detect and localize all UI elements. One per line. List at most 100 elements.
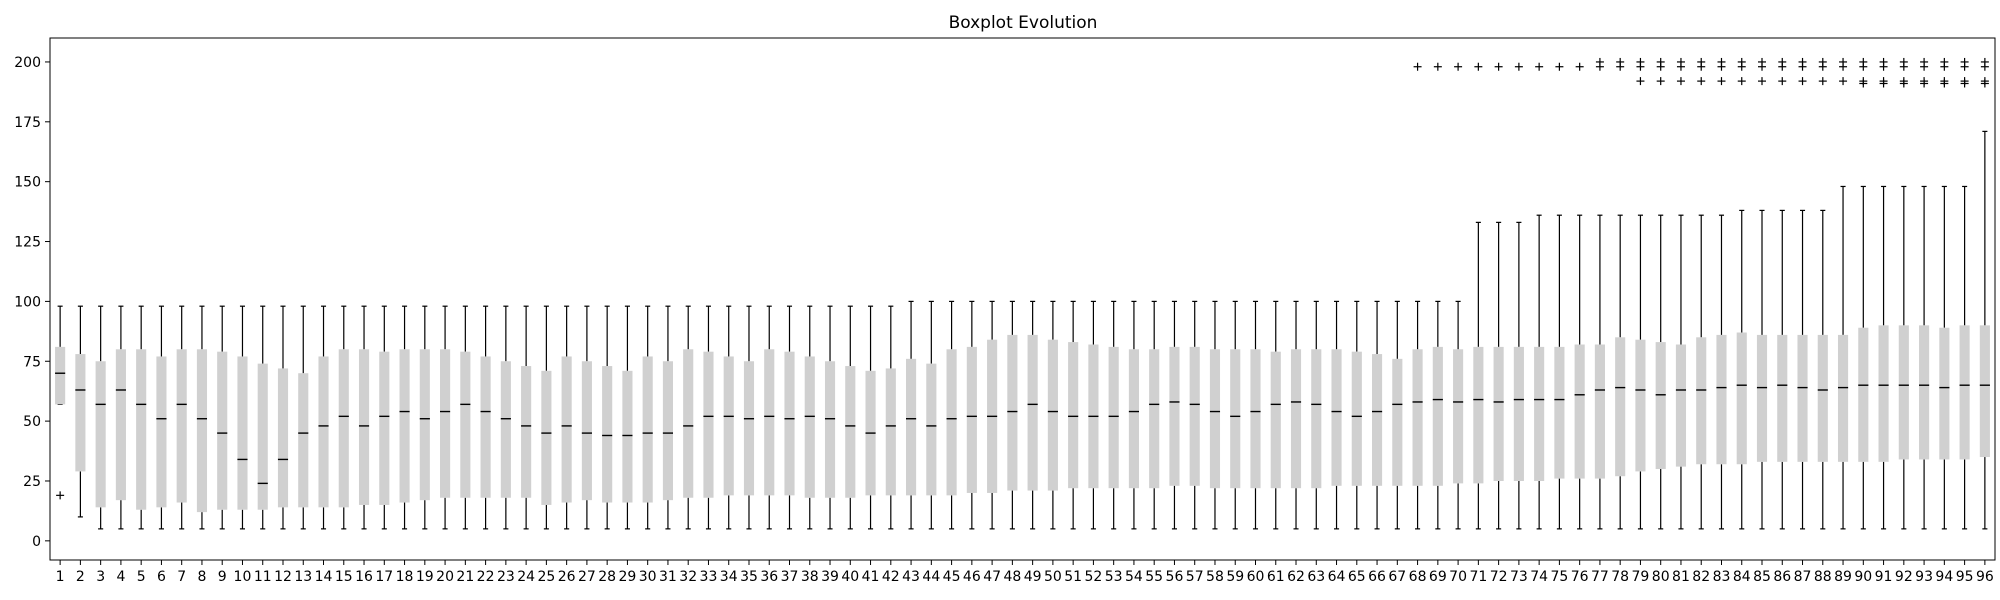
flier	[1535, 62, 1544, 71]
x-tick-label: 73	[1510, 569, 1528, 585]
box	[298, 373, 309, 508]
x-tick-label: 69	[1429, 569, 1447, 585]
box	[824, 361, 836, 498]
box	[1169, 346, 1180, 486]
box	[1534, 346, 1545, 481]
flier	[1899, 77, 1908, 86]
box	[1817, 334, 1828, 462]
box	[1574, 344, 1585, 479]
x-tick-label: 27	[578, 569, 596, 585]
box	[1493, 346, 1504, 481]
x-tick-label: 3	[96, 569, 105, 585]
x-tick-label: 2	[76, 569, 85, 585]
box	[743, 361, 755, 496]
x-tick-label: 17	[375, 569, 393, 585]
y-tick-label: 75	[23, 354, 41, 370]
x-tick-label: 82	[1692, 569, 1710, 585]
x-tick-label: 52	[1084, 569, 1102, 585]
y-tick-label: 150	[14, 175, 41, 191]
box	[845, 366, 856, 498]
x-tick-label: 92	[1895, 569, 1913, 585]
x-tick-label: 6	[157, 569, 166, 585]
box	[1655, 342, 1666, 470]
box	[95, 361, 106, 508]
box	[541, 370, 552, 505]
box	[1675, 344, 1687, 467]
box	[1594, 344, 1605, 479]
box	[1290, 349, 1302, 489]
x-tick-label: 84	[1733, 569, 1751, 585]
x-tick-label: 25	[537, 569, 555, 585]
x-tick-label: 85	[1753, 569, 1771, 585]
box	[1898, 325, 1909, 460]
flier	[1798, 77, 1807, 86]
x-tick-label: 44	[922, 569, 940, 585]
x-tick-label: 32	[679, 569, 697, 585]
box	[1270, 351, 1281, 489]
x-tick-label: 41	[862, 569, 880, 585]
x-tick-label: 4	[116, 569, 125, 585]
box	[1837, 334, 1849, 462]
x-tick-label: 96	[1976, 569, 1994, 585]
x-tick-label: 12	[274, 569, 292, 585]
x-tick-label: 67	[1388, 569, 1406, 585]
x-tick-label: 45	[943, 569, 961, 585]
x-tick-label: 10	[234, 569, 252, 585]
x-tick-label: 19	[416, 569, 434, 585]
flier	[1859, 57, 1868, 66]
box	[277, 368, 289, 508]
x-tick-label: 46	[963, 569, 981, 585]
y-tick-label: 125	[14, 235, 41, 251]
flier	[1656, 57, 1665, 66]
box	[1756, 334, 1768, 462]
box	[642, 356, 653, 503]
x-tick-label: 75	[1550, 569, 1568, 585]
box	[1797, 334, 1808, 462]
flier	[1595, 57, 1604, 66]
x-tick-label: 54	[1125, 569, 1143, 585]
flier	[1879, 77, 1888, 86]
box	[1635, 339, 1646, 472]
box	[1047, 339, 1058, 491]
box	[318, 356, 329, 508]
box	[136, 349, 147, 510]
box	[906, 358, 917, 496]
flier	[1514, 62, 1523, 71]
x-tick-label: 74	[1530, 569, 1548, 585]
box	[764, 349, 775, 496]
x-tick-label: 40	[841, 569, 859, 585]
flier	[1717, 57, 1726, 66]
flier	[1920, 77, 1929, 86]
x-tick-label: 34	[720, 569, 738, 585]
flier	[1818, 77, 1827, 86]
x-tick-label: 49	[1024, 569, 1042, 585]
box	[804, 356, 815, 498]
box	[480, 356, 491, 498]
flier	[1758, 77, 1767, 86]
box	[1473, 346, 1484, 484]
box	[176, 349, 187, 503]
x-tick-label: 23	[497, 569, 515, 585]
flier	[1737, 77, 1746, 86]
x-tick-label: 43	[902, 569, 920, 585]
x-tick-label: 57	[1186, 569, 1204, 585]
x-tick-label: 50	[1044, 569, 1062, 585]
x-tick-label: 35	[740, 569, 758, 585]
x-tick-label: 30	[639, 569, 657, 585]
x-tick-label: 91	[1875, 569, 1893, 585]
box	[257, 363, 268, 510]
box	[1392, 358, 1403, 486]
flier	[1656, 77, 1665, 86]
x-tick-label: 76	[1571, 569, 1589, 585]
x-tick-label: 22	[477, 569, 495, 585]
flier	[1494, 62, 1503, 71]
box	[703, 351, 714, 498]
x-tick-label: 65	[1348, 569, 1366, 585]
x-tick-label: 64	[1328, 569, 1346, 585]
x-tick-label: 47	[983, 569, 1001, 585]
box	[1149, 349, 1160, 489]
chart-title: Boxplot Evolution	[949, 13, 1098, 33]
box	[602, 366, 613, 503]
flier	[1960, 57, 1969, 66]
